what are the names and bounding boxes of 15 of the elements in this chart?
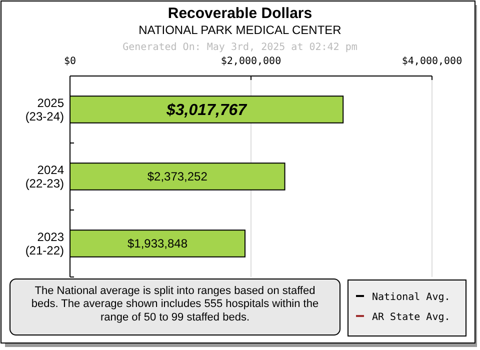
- data-label: $2,373,252: [147, 170, 208, 184]
- data-label: $3,017,767: [166, 102, 248, 120]
- text: Generated On: May 3rd, 2025 at 02:42 pm: [122, 42, 358, 53]
- y-tick-label: 2023 (21-22): [25, 230, 64, 258]
- data-label: $1,933,848: [127, 236, 188, 251]
- text: The National average is split into ranges based on staffed beds. The average shown includes 555 hospitals within the range of 50 to 99 staffed beds.: [31, 285, 319, 324]
- chart-subtitle: NATIONAL PARK MEDICAL CENTER: [138, 23, 342, 37]
- x-tick-label: $2,000,000: [220, 56, 282, 67]
- legend-label: National Avg.: [372, 292, 450, 303]
- chart-title: Recoverable Dollars: [168, 5, 312, 22]
- x-tick-label: $0: [64, 56, 76, 67]
- x-tick-label: $4,000,000: [402, 56, 462, 67]
- y-tick-label: 2024 (22-23): [25, 163, 64, 190]
- legend-label: AR State Avg.: [372, 312, 450, 323]
- y-tick-label: 2025 (23-24): [25, 96, 64, 124]
